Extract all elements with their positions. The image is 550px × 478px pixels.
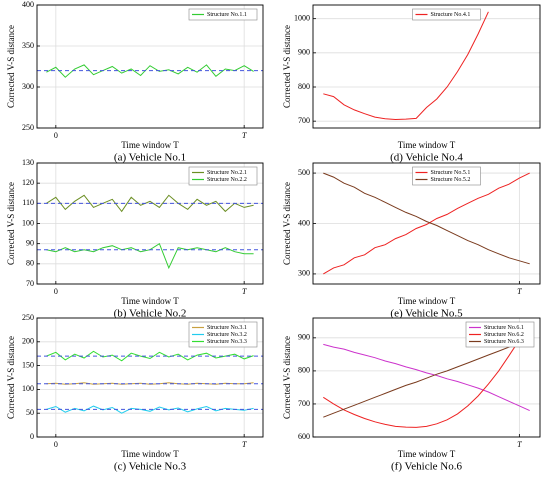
plot-area	[37, 5, 263, 128]
legend-box	[412, 8, 481, 21]
y-axis-label: Corrected V-S distance	[6, 25, 16, 108]
y-tick-label: 110	[22, 198, 34, 207]
caption: (a) Vehicle No.1	[114, 152, 186, 164]
series-line	[323, 172, 530, 275]
y-axis-label: Corrected V-S distance	[282, 25, 292, 108]
legend-box	[188, 8, 258, 21]
y-tick-label: 90	[26, 238, 34, 247]
legend-label: Structure No.4.1	[431, 12, 471, 18]
x-tick-label: T	[517, 287, 522, 296]
series-line	[323, 172, 530, 265]
y-axis-label: Corrected V-S distance	[6, 182, 16, 265]
legend-label: Structure No.2.2	[207, 177, 247, 183]
y-tick-label: 120	[22, 178, 34, 187]
y-tick-label: 80	[26, 259, 34, 268]
legend-box	[412, 166, 481, 186]
y-tick-label: 800	[298, 82, 310, 91]
y-tick-label: 900	[298, 48, 310, 57]
series-line	[323, 11, 489, 121]
y-tick-label: 350	[22, 41, 34, 50]
y-tick-label: 800	[298, 366, 310, 375]
y-tick-label: 1000	[294, 13, 310, 22]
y-tick-label: 400	[22, 0, 34, 9]
y-tick-label: 250	[22, 123, 34, 132]
legend-label: Structure No.1.1	[207, 12, 247, 18]
x-tick-label: T	[242, 287, 247, 296]
legend-box	[188, 166, 258, 186]
x-tick-label: T	[242, 131, 247, 140]
y-tick-label: 700	[298, 399, 310, 408]
x-axis-label: Time window T	[398, 140, 456, 150]
x-axis-label: Time window T	[121, 140, 179, 150]
series-line	[46, 405, 254, 414]
x-axis-label: Time window T	[121, 449, 179, 459]
caption: (e) Vehicle No.5	[390, 308, 463, 320]
legend-label: Structure No.3.3	[207, 339, 247, 345]
y-tick-label: 600	[298, 432, 310, 441]
plot-frame	[312, 162, 541, 285]
caption: (d) Vehicle No.4	[390, 152, 463, 164]
series-line	[323, 343, 530, 412]
y-tick-label: 500	[298, 168, 310, 177]
y-tick-label: 0	[30, 432, 34, 441]
plot-area	[313, 5, 540, 128]
caption: (c) Vehicle No.3	[114, 461, 187, 473]
caption: (b) Vehicle No.2	[114, 308, 187, 320]
plot-frame	[36, 317, 264, 438]
x-tick-label: 0	[54, 440, 58, 449]
legend-label: Structure No.5.1	[431, 170, 471, 176]
y-axis-label: Corrected V-S distance	[282, 336, 292, 419]
legend-label: Structure No.2.1	[207, 170, 247, 176]
y-tick-label: 70	[26, 279, 34, 288]
legend-label: Structure No.3.2	[207, 332, 247, 338]
plot-frame	[36, 4, 264, 129]
y-tick-label: 900	[298, 333, 310, 342]
legend-label: Structure No.5.2	[431, 177, 471, 183]
y-tick-label: 400	[298, 218, 310, 227]
x-axis-label: Time window T	[398, 296, 456, 306]
y-tick-label: 130	[22, 158, 34, 167]
x-axis-label: Time window T	[121, 296, 179, 306]
legend-label: Structure No.6.3	[484, 339, 524, 345]
y-tick-label: 100	[22, 218, 34, 227]
y-tick-label: 50	[26, 408, 34, 417]
plot-frame	[312, 4, 541, 129]
y-tick-label: 300	[22, 82, 34, 91]
y-tick-label: 150	[22, 360, 34, 369]
series-line	[323, 324, 531, 428]
plot-frame	[312, 317, 541, 438]
legend-label: Structure No.6.1	[484, 325, 524, 331]
caption: (f) Vehicle No.6	[391, 461, 462, 473]
y-tick-label: 200	[22, 337, 34, 346]
y-axis-label: Corrected V-S distance	[6, 336, 16, 419]
x-tick-label: T	[242, 440, 247, 449]
y-tick-label: 100	[22, 384, 34, 393]
y-tick-label: 300	[298, 269, 310, 278]
series-line	[323, 337, 530, 418]
x-tick-label: T	[517, 440, 522, 449]
legend-label: Structure No.3.1	[207, 325, 247, 331]
legend-label: Structure No.6.2	[484, 332, 524, 338]
y-axis-label: Corrected V-S distance	[282, 182, 292, 265]
y-tick-label: 250	[22, 313, 34, 322]
plot-frame	[36, 162, 264, 285]
x-tick-label: 0	[54, 131, 58, 140]
series-line	[46, 350, 254, 362]
x-axis-label: Time window T	[398, 449, 456, 459]
y-tick-label: 700	[298, 116, 310, 125]
series-line	[46, 194, 254, 213]
x-tick-label: 0	[54, 287, 58, 296]
series-line	[46, 64, 254, 78]
